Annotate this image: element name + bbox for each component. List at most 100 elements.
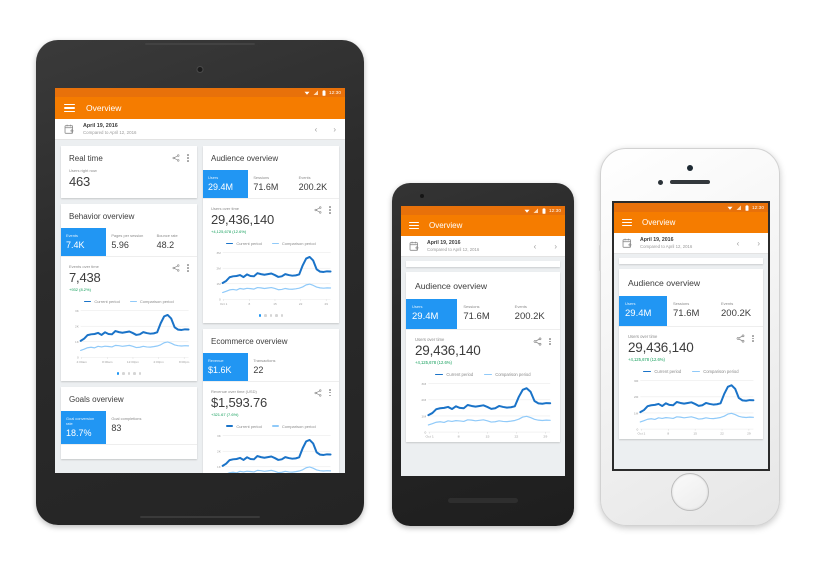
menu-icon[interactable] <box>622 218 632 227</box>
pager-dot[interactable] <box>122 372 125 375</box>
pager-dot[interactable] <box>116 372 120 375</box>
kpi-sessions[interactable]: Sessions 71.6M <box>457 299 508 329</box>
legend-label: Current period <box>446 372 474 377</box>
svg-text:3K: 3K <box>75 309 79 313</box>
more-vert-icon[interactable] <box>329 389 331 397</box>
kpi-goal-completions[interactable]: Goal completions 83 <box>106 411 151 444</box>
pager-dot[interactable] <box>138 372 142 375</box>
next-period-button[interactable]: › <box>554 241 557 251</box>
kpi-events[interactable]: Events 7.4K <box>61 228 107 256</box>
kpi-bounce-rate[interactable]: Bounce rate 48.2 <box>152 228 197 256</box>
signal-icon <box>736 205 741 210</box>
kpi-goal-conversion-rate[interactable]: Goal conversion rate 18.7% <box>61 410 107 444</box>
more-vert-icon[interactable] <box>187 154 189 162</box>
pager-dot[interactable] <box>133 372 136 375</box>
share-icon[interactable] <box>314 206 322 214</box>
pager-dot[interactable] <box>264 314 267 317</box>
kpi-events[interactable]: Events 200.2K <box>294 170 339 198</box>
pager-dot[interactable] <box>275 314 278 317</box>
card-audience-overview[interactable]: Audience overview Users 29.4M Sessions 7… <box>406 272 560 442</box>
svg-text:15: 15 <box>693 432 697 436</box>
battery-icon <box>745 204 749 211</box>
iphone-date-range-bar[interactable]: April 19, 2016 Compared to April 12, 201… <box>614 233 768 254</box>
kpi-revenue[interactable]: Revenue $1.6K <box>203 352 249 381</box>
chart-legend: Current period Comparison period <box>203 234 339 249</box>
kpi-spacer <box>294 353 339 381</box>
share-icon[interactable] <box>533 337 542 346</box>
iphone-volume-button[interactable] <box>599 245 601 271</box>
card-pager[interactable] <box>203 309 339 323</box>
card-title-ecommerce: Ecommerce overview <box>211 336 288 346</box>
iphone-dashboard-scroll[interactable]: Audience overview Users 29.4M Sessions 7… <box>614 254 768 445</box>
kpi-label: Bounce rate <box>156 233 178 238</box>
kpi-value: 71.6M <box>673 308 700 319</box>
users-over-time-value: 29,436,140 <box>211 212 275 227</box>
signal-icon <box>313 90 318 95</box>
svg-text:3M: 3M <box>421 382 426 386</box>
svg-text:2M: 2M <box>421 398 426 402</box>
kpi-users[interactable]: Users 29.4M <box>619 296 667 326</box>
svg-text:0: 0 <box>637 428 639 432</box>
kpi-users[interactable]: Users 29.4M <box>406 299 458 329</box>
ecommerce-kpis: Revenue $1.6K Transactions 22 <box>203 352 339 382</box>
svg-text:29: 29 <box>324 302 328 306</box>
tablet-dashboard-scroll[interactable]: Real time Users right now 463 Beha <box>55 140 345 473</box>
tablet-bottom-speaker <box>140 516 260 518</box>
kpi-events[interactable]: Events 200.2K <box>509 299 560 329</box>
more-vert-icon[interactable] <box>752 334 754 343</box>
events-over-time-value: 7,438 <box>69 270 101 285</box>
more-vert-icon[interactable] <box>187 264 189 272</box>
pager-dot[interactable] <box>258 314 262 317</box>
card-behavior-overview[interactable]: Behavior overview Events 7.4K Pages per … <box>61 204 197 381</box>
next-period-button[interactable]: › <box>333 124 336 134</box>
users-over-time-delta: +4,125,678 (12.6%) <box>211 229 247 234</box>
android-date-range-bar[interactable]: April 19, 2016 Compared to April 12, 201… <box>401 236 565 257</box>
menu-icon[interactable] <box>64 104 75 112</box>
audience-kpis: Users 29.4M Sessions 71.6M Events 200.2K <box>203 170 339 199</box>
kpi-events[interactable]: Events 200.2K <box>715 296 763 326</box>
card-audience-overview[interactable]: Audience overview Users 29.4M Sessions 7… <box>619 269 763 439</box>
android-dashboard-scroll[interactable]: Audience overview Users 29.4M Sessions 7… <box>401 257 565 448</box>
kpi-label: Sessions <box>253 175 270 180</box>
share-icon[interactable] <box>736 334 745 343</box>
kpi-sessions[interactable]: Sessions 71.6M <box>248 170 293 198</box>
card-title-audience: Audience overview <box>211 154 279 163</box>
more-vert-icon[interactable] <box>549 337 551 346</box>
chart-legend: Current period Comparison period <box>61 292 197 307</box>
kpi-pages-per-session[interactable]: Pages per session 5.96 <box>106 228 151 256</box>
pager-dot[interactable] <box>269 314 273 317</box>
legend-comparison: Comparison period <box>484 372 531 377</box>
kpi-sessions[interactable]: Sessions 71.6M <box>667 296 715 326</box>
share-icon[interactable] <box>314 389 322 397</box>
iphone-home-button[interactable] <box>671 473 709 511</box>
card-real-time[interactable]: Real time Users right now 463 <box>61 146 197 198</box>
kpi-label: Goal conversion rate <box>66 415 95 426</box>
kpi-users[interactable]: Users 29.4M <box>203 170 249 198</box>
next-period-button[interactable]: › <box>757 238 760 248</box>
wifi-icon <box>304 91 310 95</box>
svg-text:12:00pm: 12:00pm <box>127 360 140 364</box>
card-audience-overview[interactable]: Audience overview Users 29.4M Sessions 7… <box>203 146 339 323</box>
pager-dot[interactable] <box>127 372 131 375</box>
share-icon[interactable] <box>172 264 180 272</box>
prev-period-button[interactable]: ‹ <box>533 241 537 251</box>
card-goals-overview[interactable]: Goals overview Goal conversion rate 18.7… <box>61 386 197 459</box>
card-pager[interactable] <box>61 367 197 381</box>
menu-icon[interactable] <box>409 221 419 230</box>
svg-text:3M: 3M <box>634 379 639 383</box>
more-vert-icon[interactable] <box>329 206 331 214</box>
share-icon[interactable] <box>172 154 180 162</box>
svg-text:15: 15 <box>273 302 277 306</box>
prev-period-button[interactable]: ‹ <box>736 238 740 248</box>
kpi-transactions[interactable]: Transactions 22 <box>248 353 293 381</box>
tablet-date-range-bar[interactable]: April 19, 2016 Compared to April 12, 201… <box>55 119 345 140</box>
card-ecommerce-overview[interactable]: Ecommerce overview Revenue $1.6K Transac… <box>203 328 339 473</box>
svg-text:3M: 3M <box>216 251 221 255</box>
legend-label: Current period <box>236 423 262 429</box>
legend-comparison: Comparison period <box>692 369 739 374</box>
real-time-value: 463 <box>69 174 91 189</box>
prev-period-button[interactable]: ‹ <box>314 124 318 134</box>
pager-dot[interactable] <box>280 314 284 317</box>
svg-text:8: 8 <box>248 302 250 306</box>
